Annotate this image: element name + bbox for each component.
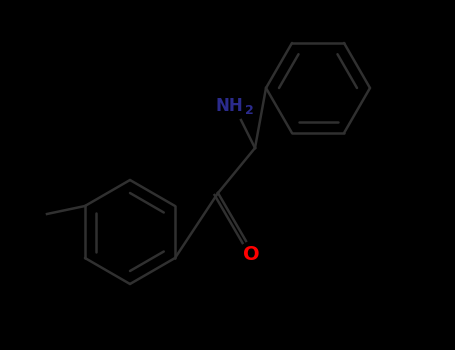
Text: NH: NH (215, 97, 243, 115)
Text: 2: 2 (245, 105, 253, 118)
Text: O: O (243, 245, 259, 265)
